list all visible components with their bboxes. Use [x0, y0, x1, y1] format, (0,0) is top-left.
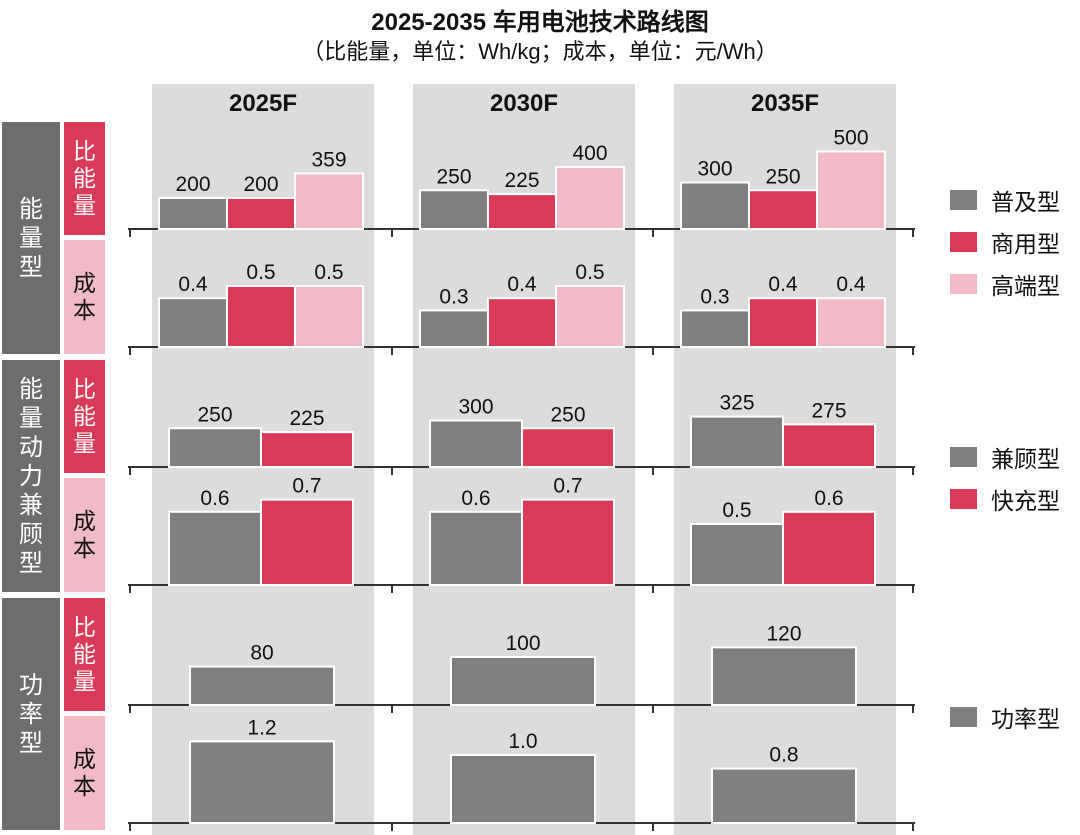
bar-0-普及型-2025F	[158, 197, 228, 230]
bar-1-普及型-2025F	[158, 297, 228, 349]
data-label-3-兼顾型-2025F: 0.6	[200, 487, 229, 510]
data-label-0-高端型-2035F: 500	[833, 127, 868, 150]
bar-0-商用型-2035F	[748, 189, 818, 230]
data-label-0-普及型-2030F: 250	[436, 165, 471, 188]
legend-swatch-jiangu	[950, 447, 977, 467]
bar-0-高端型-2025F	[294, 172, 364, 230]
bar-1-商用型-2025F	[226, 285, 296, 348]
bar-2-快充型-2025F	[260, 431, 354, 468]
legend-swatch-gonglv	[950, 707, 977, 727]
bar-4-功率型-2030F	[450, 656, 596, 706]
group-label-energy-power: 能量动力兼顾型	[2, 360, 60, 592]
chart-subtitle: （比能量，单位：Wh/kg；成本，单位：元/Wh）	[302, 39, 778, 64]
bar-3-兼顾型-2035F	[690, 523, 784, 586]
bar-1-商用型-2035F	[748, 297, 818, 349]
bar-0-普及型-2030F	[419, 189, 489, 230]
bar-2-兼顾型-2025F	[168, 427, 262, 468]
data-label-2-快充型-2030F: 250	[550, 403, 585, 426]
bar-5-功率型-2025F	[189, 740, 335, 825]
data-label-2-快充型-2025F: 225	[289, 407, 324, 430]
bar-3-快充型-2025F	[260, 498, 354, 587]
metric-label-cost-3: 成本	[64, 716, 105, 830]
bar-1-高端型-2035F	[816, 297, 886, 349]
data-label-0-商用型-2025F: 200	[243, 173, 278, 196]
data-label-4-功率型-2025F: 80	[250, 642, 273, 665]
data-label-3-快充型-2025F: 0.7	[292, 475, 321, 498]
data-label-0-商用型-2035F: 250	[765, 165, 800, 188]
data-label-1-高端型-2030F: 0.5	[575, 261, 604, 284]
legend-item-kuaichong: 快充型	[950, 487, 1060, 514]
data-label-1-普及型-2025F: 0.4	[178, 273, 208, 296]
data-label-4-功率型-2030F: 100	[505, 632, 540, 655]
bar-1-高端型-2025F	[294, 285, 364, 348]
bar-2-兼顾型-2030F	[429, 419, 523, 468]
data-label-1-商用型-2035F: 0.4	[768, 273, 798, 296]
legend-swatch-puji	[950, 190, 977, 210]
year-label-2035: 2035F	[750, 90, 820, 117]
data-label-2-兼顾型-2025F: 250	[197, 403, 232, 426]
bar-1-普及型-2035F	[680, 309, 750, 348]
bar-4-功率型-2035F	[711, 646, 857, 707]
data-label-2-快充型-2035F: 275	[811, 399, 846, 422]
metric-label-energy-3: 比能量	[64, 598, 105, 711]
bar-1-商用型-2030F	[487, 297, 557, 349]
legend-swatch-shangyong	[950, 232, 977, 252]
data-label-1-高端型-2035F: 0.4	[836, 273, 866, 296]
data-label-3-兼顾型-2030F: 0.6	[461, 487, 490, 510]
legend-item-gaoduan: 高端型	[950, 272, 1060, 299]
legend-swatch-gaoduan	[950, 274, 977, 294]
data-label-0-高端型-2030F: 400	[572, 142, 607, 165]
bar-3-兼顾型-2025F	[168, 510, 262, 586]
data-label-0-普及型-2035F: 300	[697, 158, 732, 181]
data-label-1-商用型-2030F: 0.4	[507, 273, 537, 296]
bar-0-高端型-2035F	[816, 150, 886, 230]
bar-4-功率型-2025F	[189, 665, 335, 706]
data-label-1-商用型-2025F: 0.5	[246, 261, 275, 284]
data-label-1-普及型-2030F: 0.3	[439, 285, 468, 308]
bar-2-兼顾型-2035F	[690, 415, 784, 468]
data-label-3-快充型-2030F: 0.7	[553, 475, 582, 498]
group-label-power: 功率型	[2, 598, 60, 830]
bar-2-快充型-2030F	[521, 427, 615, 468]
bar-0-普及型-2035F	[680, 181, 750, 230]
bar-5-功率型-2030F	[450, 754, 596, 824]
data-label-3-兼顾型-2035F: 0.5	[722, 499, 751, 522]
legend-swatch-kuaichong	[950, 489, 977, 509]
data-label-4-功率型-2035F: 120	[766, 622, 801, 645]
bar-0-高端型-2030F	[555, 166, 625, 230]
bar-3-兼顾型-2030F	[429, 510, 523, 586]
chart-title: 2025-2035 车用电池技术路线图	[371, 9, 709, 36]
legend-item-gonglv: 功率型	[950, 705, 1060, 732]
data-label-0-普及型-2025F: 200	[175, 173, 210, 196]
data-label-0-商用型-2030F: 225	[504, 169, 539, 192]
metric-label-energy-1: 比能量	[64, 122, 105, 235]
data-label-1-高端型-2025F: 0.5	[314, 261, 343, 284]
metric-label-cost-1: 成本	[64, 240, 105, 354]
bar-1-普及型-2030F	[419, 309, 489, 348]
legend-item-puji: 普及型	[950, 188, 1060, 215]
legend-item-jiangu: 兼顾型	[950, 445, 1060, 472]
data-label-3-快充型-2035F: 0.6	[814, 487, 843, 510]
bar-0-商用型-2030F	[487, 193, 557, 230]
bar-2-快充型-2035F	[782, 423, 876, 468]
bar-0-商用型-2025F	[226, 197, 296, 230]
group-label-energy: 能量型	[2, 122, 60, 354]
data-label-2-兼顾型-2035F: 325	[719, 392, 754, 415]
data-label-0-高端型-2025F: 359	[311, 148, 346, 171]
data-label-5-功率型-2035F: 0.8	[769, 744, 798, 767]
metric-label-cost-2: 成本	[64, 478, 105, 592]
data-label-5-功率型-2025F: 1.2	[247, 716, 276, 739]
data-label-2-兼顾型-2030F: 300	[458, 396, 493, 419]
year-label-2030: 2030F	[489, 90, 559, 117]
data-label-1-普及型-2035F: 0.3	[700, 285, 729, 308]
bar-3-快充型-2035F	[782, 510, 876, 586]
bar-1-高端型-2030F	[555, 285, 625, 348]
metric-label-energy-2: 比能量	[64, 360, 105, 473]
data-label-5-功率型-2030F: 1.0	[508, 730, 537, 753]
bar-3-快充型-2030F	[521, 498, 615, 587]
legend-item-shangyong: 商用型	[950, 230, 1060, 257]
bar-5-功率型-2035F	[711, 767, 857, 824]
year-label-2025: 2025F	[228, 90, 298, 117]
